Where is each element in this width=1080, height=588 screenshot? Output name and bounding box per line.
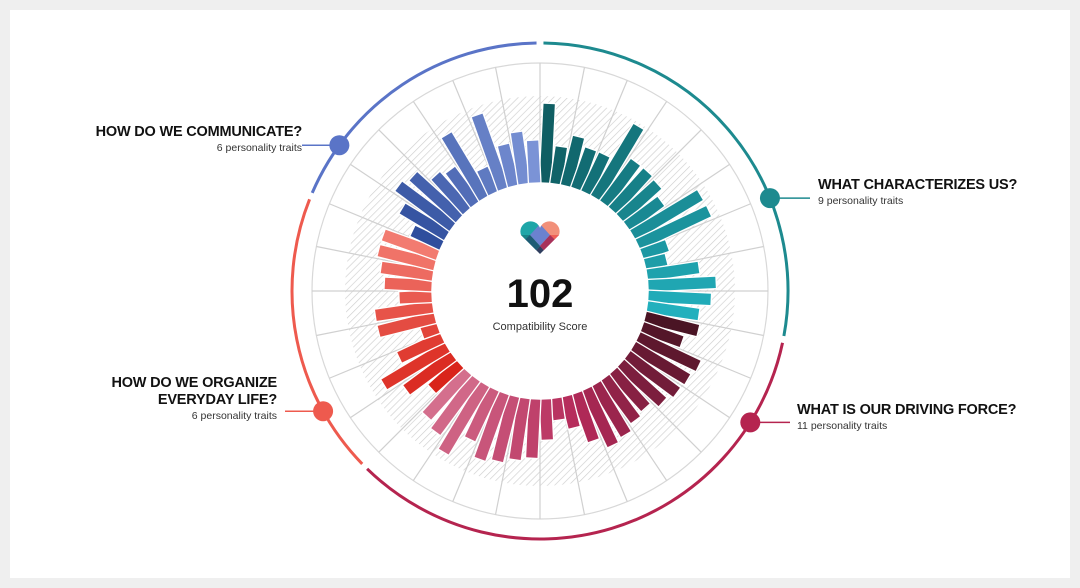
label-communicate: HOW DO WE COMMUNICATE? 6 personality tra… (95, 124, 303, 155)
section-subtitle: 6 personality traits (191, 410, 277, 422)
section-title-line-1: HOW DO WE ORGANIZE (111, 375, 277, 391)
label-driving-force: WHAT IS OUR DRIVING FORCE? 11 personalit… (797, 402, 1016, 433)
bar-1-15 (507, 396, 532, 462)
bar-0-5 (589, 122, 646, 203)
section-marker-dot (740, 412, 761, 433)
bar-0-15 (646, 275, 718, 293)
section-subtitle: 11 personality traits (797, 420, 888, 432)
label-characterizes: WHAT CHARACTERIZES US? 9 personality tra… (818, 177, 1017, 208)
bar-1-14 (524, 397, 542, 460)
bar-3-8 (470, 111, 511, 193)
label-organize: HOW DO WE ORGANIZE EVERYDAY LIFE? 6 pers… (111, 375, 277, 423)
bar-2-3 (395, 330, 446, 365)
bar-2-6 (373, 299, 435, 323)
section-title: HOW DO WE COMMUNICATE? (95, 124, 303, 140)
bar-1-8 (589, 379, 633, 439)
center-disc (431, 182, 649, 400)
section-arc (310, 41, 537, 194)
section-title: WHAT IS OUR DRIVING FORCE? (797, 402, 1017, 418)
bar-0-0 (538, 102, 557, 185)
bar-1-3 (628, 340, 692, 386)
section-subtitle: 6 personality traits (216, 142, 302, 154)
bar-1-16 (490, 393, 521, 464)
bar-2-5 (376, 310, 438, 339)
bar-1-20 (429, 373, 482, 437)
section-marker-dot (313, 401, 334, 422)
bar-0-11 (634, 204, 713, 252)
compatibility-score-value: 102 (506, 272, 574, 316)
section-subtitle: 9 personality traits (818, 195, 904, 207)
section-title: WHAT CHARACTERIZES US? (818, 177, 1018, 193)
bar-1-17 (472, 389, 511, 463)
bar-1-9 (579, 385, 620, 449)
bar-2-11 (380, 228, 442, 262)
section-marker-dot (329, 135, 350, 156)
bar-2-10 (376, 243, 438, 272)
bar-3-3 (407, 170, 466, 225)
section-marker-dot (759, 188, 780, 209)
section-arc (543, 41, 790, 337)
bar-2-2 (379, 340, 452, 391)
compatibility-score-label: Compatibility Score (492, 321, 588, 333)
bar-1-2 (634, 330, 703, 373)
bar-1-4 (622, 349, 682, 399)
bar-0-16 (646, 289, 713, 307)
bar-1-19 (437, 379, 491, 457)
bar-1-21 (420, 365, 474, 422)
bar-3-11 (525, 139, 542, 185)
bar-3-6 (440, 130, 491, 203)
bar-2-1 (401, 349, 458, 397)
section-arc (290, 198, 364, 465)
section-title-line-2: EVERYDAY LIFE? (157, 392, 277, 408)
bar-3-2 (393, 179, 458, 233)
bar-1-0 (642, 310, 701, 338)
bar-1-18 (463, 385, 501, 443)
bar-0-10 (628, 188, 705, 242)
bar-1-5 (614, 357, 668, 408)
